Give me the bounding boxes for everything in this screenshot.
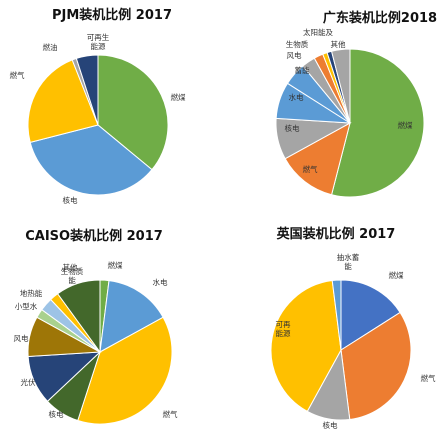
- slice-label: 光伏: [21, 377, 36, 387]
- slice-label: 燃煤: [171, 92, 186, 102]
- pie-slice: [97, 54, 169, 171]
- slice-label: 燃煤: [398, 120, 413, 130]
- chart-title: 广东装机比例2018: [323, 10, 437, 26]
- slice-label: 风电: [287, 50, 302, 60]
- slice-label: 生物质: [286, 39, 309, 49]
- slice-label: 核电: [285, 123, 300, 133]
- slice-label: 小型水: [15, 301, 38, 311]
- pie-slice: [27, 59, 99, 144]
- slice-label: 其他: [331, 39, 346, 49]
- slice-label: 核电: [49, 409, 64, 419]
- slice-label: 燃气: [163, 409, 178, 419]
- pie-slice: [330, 48, 351, 124]
- slice-label: 风电: [14, 333, 29, 343]
- slice-label: 水电: [289, 92, 304, 102]
- chart-title: CAISO装机比例 2017: [25, 228, 163, 244]
- slice-label: 燃煤: [389, 270, 404, 280]
- slice-label: 燃气: [10, 70, 25, 80]
- pie-slice: [330, 48, 425, 198]
- pie-slice: [331, 279, 342, 351]
- slice-label: 可再能源: [276, 320, 291, 338]
- slice-label: 核电: [63, 195, 78, 205]
- pie-slice: [284, 122, 351, 196]
- pie-slice: [75, 54, 99, 126]
- slice-label: 蓄能: [295, 65, 310, 75]
- chart-title: PJM装机比例 2017: [52, 7, 172, 23]
- slice-label: 水电: [153, 277, 168, 287]
- slice-label: 燃煤: [108, 260, 123, 270]
- slice-label: 地热能: [20, 288, 43, 298]
- slice-label: 可再生能源: [87, 32, 110, 51]
- slice-label: 燃气: [303, 164, 318, 174]
- pie-slice: [99, 280, 164, 353]
- pie-slice: [340, 279, 401, 351]
- chart-title: 英国装机比例 2017: [276, 226, 396, 242]
- slice-label: 燃油: [43, 42, 58, 52]
- slice-label: 核电: [323, 420, 338, 430]
- pie-slice: [270, 279, 342, 413]
- slice-label: 燃气: [421, 373, 436, 383]
- pie-slice: [29, 124, 153, 196]
- pie-slice: [56, 279, 101, 354]
- slice-label: 生物质能: [61, 266, 84, 285]
- slice-label: 抽水蓄能: [337, 252, 360, 271]
- slice-label: 太阳能及: [303, 27, 333, 37]
- pie-slice: [340, 311, 412, 421]
- pie-slice: [77, 316, 173, 425]
- slice-label: 其他: [63, 262, 78, 272]
